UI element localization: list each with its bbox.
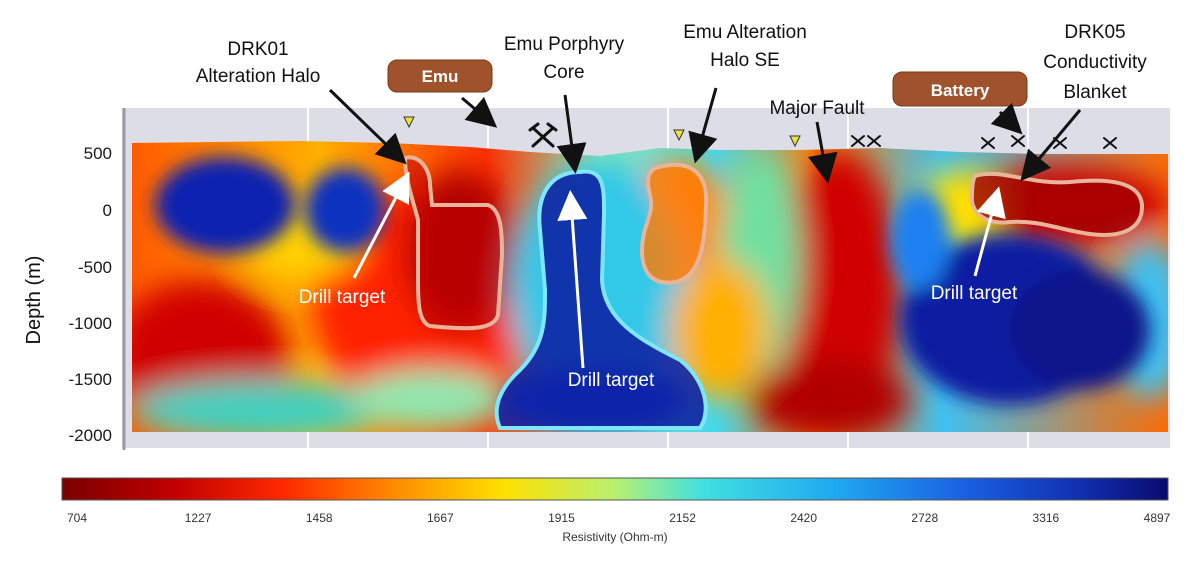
drill-target-arrow-left xyxy=(352,171,410,279)
drill-target-label-center: Drill target xyxy=(568,370,655,391)
colorbar-gradient xyxy=(61,477,1169,501)
emu-badge-arrow xyxy=(461,96,498,128)
drill-target-outline-left xyxy=(402,155,505,331)
battery-badge: Battery xyxy=(892,71,1028,107)
emu-core-label-line2: Core xyxy=(543,62,584,83)
colorbar-tick-label: 1915 xyxy=(548,511,575,525)
y-tick-label: -1500 xyxy=(69,370,112,389)
drk01-arrow xyxy=(328,88,407,165)
y-tick-label: -2000 xyxy=(69,426,112,445)
drill-target-label-right: Drill target xyxy=(931,283,1018,304)
drill-target-label-left: Drill target xyxy=(299,287,386,308)
emu-halo-arrow xyxy=(688,87,718,164)
callout-arrows xyxy=(328,87,1082,184)
surface-marker-triangle xyxy=(789,135,801,148)
colorbar-tick-label: 704 xyxy=(67,511,87,525)
drk05-label-line1: DRK05 xyxy=(1064,22,1125,43)
surface-marker-triangle xyxy=(673,129,685,142)
emu-core-arrow xyxy=(556,94,587,174)
colorbar-ticks: 704 1227 1458 1667 1915 2152 2420 2728 3316 4897 xyxy=(67,511,1171,525)
mine-icon xyxy=(851,135,881,147)
drk05-target-outline xyxy=(969,171,1145,237)
colorbar-title: Resistivity (Ohm-m) xyxy=(562,530,667,544)
colorbar-tick-label: 1458 xyxy=(306,511,333,525)
colorbar-tick-label: 2420 xyxy=(790,511,817,525)
colorbar-tick-label: 1667 xyxy=(427,511,454,525)
drk05-label-line2: Conductivity xyxy=(1043,52,1147,73)
battery-badge-arrow xyxy=(990,102,1023,135)
colorbar: 704 1227 1458 1667 1915 2152 2420 2728 3316 4897 … xyxy=(61,477,1171,544)
colorbar-tick-label: 3316 xyxy=(1033,511,1060,525)
drill-target-outline-center xyxy=(494,169,708,430)
y-tick-label: 500 xyxy=(84,144,112,163)
mine-icon xyxy=(981,135,1117,149)
drk05-label-line3: Blanket xyxy=(1063,82,1127,103)
colorbar-tick-label: 1227 xyxy=(185,511,212,525)
y-tick-label: -500 xyxy=(78,258,112,277)
emu-badge-label: Emu xyxy=(422,67,459,86)
colorbar-tick-label: 2152 xyxy=(669,511,696,525)
major-fault-label: Major Fault xyxy=(769,98,865,119)
emu-halo-label-line1: Emu Alteration xyxy=(683,22,807,43)
emu-badge: Emu xyxy=(387,59,493,93)
drk01-label-line2: Alteration Halo xyxy=(196,66,321,87)
y-axis-title: Depth (m) xyxy=(23,256,45,345)
battery-badge-label: Battery xyxy=(931,81,990,100)
drk05-arrow xyxy=(1020,109,1082,182)
drk01-label-line1: DRK01 xyxy=(227,39,288,60)
drill-target-arrow-right xyxy=(973,186,1006,277)
emu-halo-label-line2: Halo SE xyxy=(710,50,780,71)
y-tick-label: 0 xyxy=(103,201,112,220)
drill-target-arrows xyxy=(352,171,1006,369)
alteration-halo-se-outline xyxy=(639,162,709,285)
major-fault-arrow xyxy=(808,121,838,184)
y-tick-label: -1000 xyxy=(69,314,112,333)
mine-icon xyxy=(528,122,558,148)
colorbar-tick-label: 4897 xyxy=(1144,511,1171,525)
surface-marker-triangle xyxy=(403,116,415,129)
emu-core-label-line1: Emu Porphyry xyxy=(504,34,625,55)
y-axis: 500 0 -500 -1000 -1500 -2000 Depth (m) xyxy=(23,144,112,445)
drill-target-arrow-center xyxy=(557,190,588,369)
colorbar-tick-label: 2728 xyxy=(911,511,938,525)
